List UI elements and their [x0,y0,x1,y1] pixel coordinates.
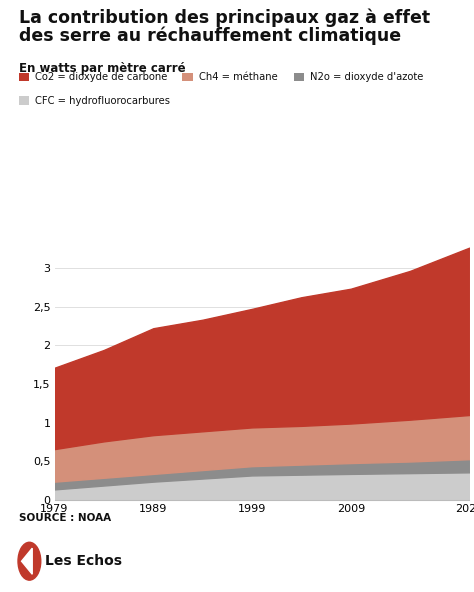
Text: SOURCE : NOAA: SOURCE : NOAA [19,513,111,523]
Text: La contribution des principaux gaz à effet: La contribution des principaux gaz à eff… [19,9,430,27]
Polygon shape [22,548,32,574]
Text: En watts par mètre carré: En watts par mètre carré [19,62,186,75]
Text: Les Echos: Les Echos [45,554,122,568]
Circle shape [18,542,41,580]
Text: CFC = hydrofluorocarbures: CFC = hydrofluorocarbures [35,96,170,105]
Text: des serre au réchauffement climatique: des serre au réchauffement climatique [19,27,401,45]
Text: Co2 = dioxyde de carbone: Co2 = dioxyde de carbone [35,72,167,82]
Text: Ch4 = méthane: Ch4 = méthane [199,72,277,82]
Text: N2o = dioxyde d'azote: N2o = dioxyde d'azote [310,72,423,82]
